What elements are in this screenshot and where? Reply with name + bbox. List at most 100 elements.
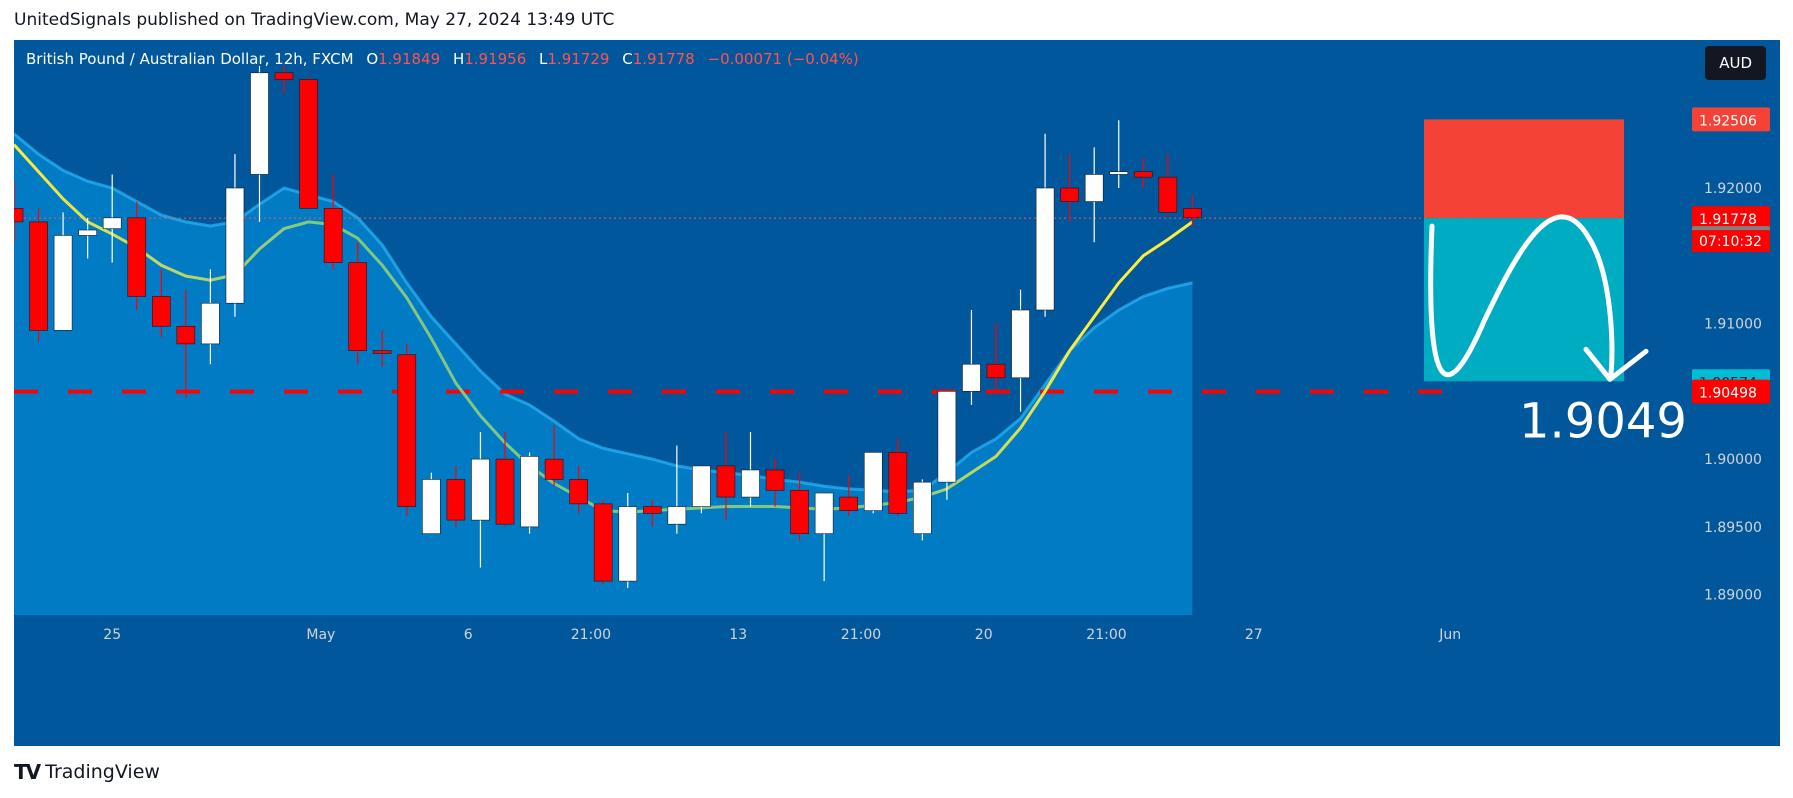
candle-body bbox=[495, 458, 515, 525]
countdown-tag: 07:10:32 bbox=[1692, 230, 1770, 253]
candle-body bbox=[78, 229, 97, 236]
candle-body bbox=[716, 465, 736, 498]
target-annotation: 1.9049 bbox=[1519, 394, 1687, 450]
candle-body bbox=[127, 217, 147, 297]
candle-body bbox=[323, 208, 343, 263]
candle bbox=[397, 343, 417, 517]
candle-body bbox=[29, 221, 48, 331]
candle bbox=[250, 66, 269, 222]
x-tick-label: Jun bbox=[1438, 627, 1461, 643]
candle-body bbox=[471, 458, 490, 521]
candle-body bbox=[1035, 187, 1055, 311]
chart-area[interactable]: 1.9049 1.92000 1.91000 1.90000 1.89500 1.8900… bbox=[14, 40, 1780, 746]
target-price-tag-text: 1.90498 bbox=[1699, 386, 1757, 402]
y-tick-label: 1.90000 bbox=[1704, 452, 1762, 468]
candle bbox=[986, 323, 1006, 392]
last-price-tag: 1.91778 bbox=[1692, 206, 1770, 231]
candle-body bbox=[397, 354, 417, 507]
candle-body bbox=[250, 72, 269, 175]
candle bbox=[863, 452, 883, 514]
candle bbox=[53, 212, 73, 331]
stop-price-tag-bg bbox=[1692, 107, 1770, 132]
candle-body bbox=[446, 479, 466, 521]
candle-body bbox=[569, 479, 588, 505]
candle-body bbox=[814, 492, 834, 534]
candle bbox=[495, 432, 515, 527]
currency-button[interactable]: AUD bbox=[1705, 46, 1766, 80]
candle-body bbox=[839, 496, 859, 511]
countdown-text: 07:10:32 bbox=[1699, 234, 1762, 250]
candle bbox=[152, 269, 171, 338]
candle bbox=[1011, 289, 1030, 412]
candle bbox=[446, 465, 466, 527]
candle-body bbox=[692, 465, 711, 507]
y-tick-label: 1.91000 bbox=[1704, 317, 1762, 333]
y-tick-label: 1.92000 bbox=[1704, 181, 1762, 197]
candle bbox=[323, 174, 343, 270]
x-tick-label: 21:00 bbox=[841, 627, 881, 643]
candle-body bbox=[201, 302, 220, 345]
x-tick-label: 25 bbox=[103, 627, 121, 643]
target-price-tag: 1.90498 bbox=[1692, 379, 1770, 404]
candle bbox=[471, 432, 490, 568]
candle-body bbox=[618, 506, 638, 582]
symbol-name: British Pound / Australian Dollar, 12h, … bbox=[26, 50, 354, 68]
x-tick-label: 20 bbox=[975, 627, 993, 643]
stop-price-tag: 1.92506 bbox=[1692, 107, 1770, 132]
candle bbox=[102, 174, 122, 263]
candle bbox=[422, 472, 441, 534]
candle bbox=[692, 465, 711, 514]
candle bbox=[78, 217, 97, 259]
candle-body bbox=[962, 363, 981, 392]
candle-body bbox=[667, 506, 687, 525]
x-tick-label: 6 bbox=[464, 627, 473, 643]
time-axis-strip bbox=[14, 615, 1780, 651]
candle bbox=[544, 425, 564, 487]
footer-brand: TradingView bbox=[45, 761, 160, 783]
open-label: O bbox=[366, 50, 379, 68]
candle-body bbox=[152, 296, 171, 327]
publisher-line: UnitedSignals published on TradingView.c… bbox=[14, 10, 615, 30]
candle bbox=[814, 492, 834, 582]
candle-body bbox=[593, 503, 613, 582]
candle bbox=[176, 289, 196, 399]
candle bbox=[741, 432, 760, 507]
candle bbox=[201, 269, 220, 365]
projection-curve bbox=[1428, 214, 1615, 382]
candle bbox=[127, 201, 147, 310]
candle bbox=[765, 459, 785, 507]
candle-body bbox=[176, 325, 196, 345]
x-tick-label: 21:00 bbox=[1086, 627, 1126, 643]
candle-body bbox=[1134, 171, 1153, 178]
candle bbox=[274, 66, 294, 94]
candle bbox=[299, 76, 318, 209]
candle bbox=[1035, 133, 1055, 317]
candle bbox=[14, 181, 24, 243]
candle-body bbox=[372, 350, 392, 354]
price-chart[interactable]: 1.9049 1.92000 1.91000 1.90000 1.89500 1.8900… bbox=[14, 40, 1780, 746]
candle-body bbox=[1109, 171, 1129, 175]
candle bbox=[372, 330, 392, 367]
target-price-tag-bg bbox=[1692, 379, 1770, 404]
candle-body bbox=[53, 235, 73, 331]
candle-body bbox=[790, 489, 809, 534]
footer: TV TradingView bbox=[14, 760, 160, 784]
projection-arrow-icon bbox=[1583, 346, 1649, 382]
last-price-tag-text: 1.91778 bbox=[1699, 212, 1757, 228]
candle bbox=[1109, 120, 1129, 188]
candle-body bbox=[741, 469, 760, 498]
candle-body bbox=[1011, 309, 1030, 379]
candle-body bbox=[642, 506, 662, 514]
ma-slow-line bbox=[14, 132, 1193, 494]
y-tick-label: 1.89000 bbox=[1704, 588, 1762, 604]
candle-body bbox=[765, 469, 785, 491]
candle bbox=[1158, 154, 1178, 216]
candle bbox=[29, 208, 48, 342]
candle bbox=[667, 445, 687, 534]
candle-body bbox=[520, 456, 539, 528]
candle bbox=[716, 432, 736, 521]
candle-body bbox=[1060, 187, 1079, 202]
candle-body bbox=[422, 479, 441, 534]
low-value: 1.91729 bbox=[547, 50, 610, 68]
stop-price-tag-text: 1.92506 bbox=[1699, 113, 1757, 129]
